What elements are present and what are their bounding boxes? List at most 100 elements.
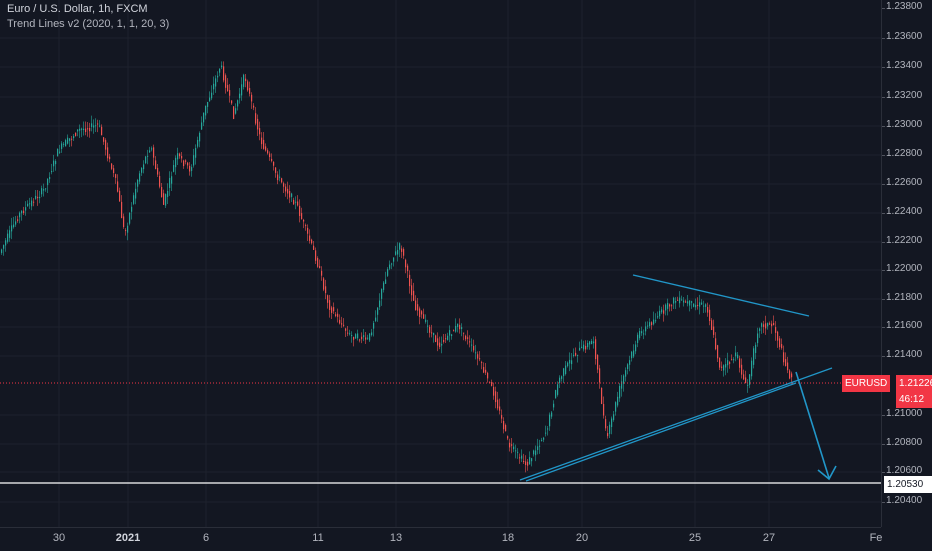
candle-body — [247, 81, 249, 91]
candle-body — [613, 414, 615, 420]
candle-body — [61, 143, 63, 149]
candle-body — [169, 177, 171, 188]
candle-body — [685, 301, 687, 303]
candle-body — [97, 123, 99, 125]
candle-body — [255, 113, 257, 124]
last-price-tag: 1.21226 — [896, 375, 932, 392]
candle-body — [37, 196, 39, 199]
time-axis[interactable]: 30 2021 6 11 13 18 20 25 27 Fe — [0, 527, 882, 551]
chart-area[interactable]: Euro / U.S. Dollar, 1h, FXCM Trend Lines… — [0, 0, 881, 527]
candle-body — [627, 364, 629, 370]
candle-body — [17, 219, 19, 221]
candle-body — [623, 375, 625, 384]
candle-body — [157, 167, 159, 175]
candle-body — [483, 367, 485, 373]
candle-body — [611, 418, 613, 428]
candle-body — [545, 432, 547, 434]
time-tick: 2021 — [115, 532, 141, 544]
candle-body — [393, 257, 395, 262]
candle-body — [187, 162, 189, 166]
candle-body — [51, 171, 53, 173]
candle-body — [49, 176, 51, 180]
candle-body — [417, 304, 419, 311]
candle-body — [741, 364, 743, 375]
candle-body — [537, 446, 539, 451]
candle-body — [329, 300, 331, 310]
candle-body — [739, 358, 741, 368]
candle-body — [439, 342, 441, 348]
candle-body — [669, 304, 671, 307]
candle-body — [747, 384, 749, 386]
candle-body — [789, 370, 791, 379]
chart-legend-title[interactable]: Euro / U.S. Dollar, 1h, FXCM — [7, 3, 148, 15]
candle-body — [543, 437, 545, 440]
candle-body — [781, 344, 783, 349]
candle-body — [415, 300, 417, 311]
candle-body — [195, 148, 197, 158]
candle-body — [355, 334, 357, 339]
candle-body — [303, 219, 305, 222]
candle-body — [69, 138, 71, 141]
candle-body — [323, 278, 325, 290]
candle-body — [257, 118, 259, 130]
candle-body — [399, 243, 401, 250]
candle-body — [73, 136, 75, 139]
price-tick: 1.20800 — [886, 437, 923, 448]
candle-body — [369, 333, 371, 341]
candle-body — [505, 425, 507, 432]
candle-body — [499, 406, 501, 411]
candle-body — [749, 374, 751, 385]
time-tick: 18 — [501, 532, 515, 544]
candles — [1, 61, 793, 473]
candle-body — [333, 307, 335, 312]
candle-body — [181, 155, 183, 159]
candle-body — [95, 125, 97, 127]
lower-trendline[interactable] — [519, 367, 833, 481]
candle-body — [707, 307, 709, 313]
candle-body — [733, 359, 735, 361]
candle-body — [201, 122, 203, 130]
candle-body — [579, 347, 581, 351]
candle-body — [709, 309, 711, 321]
candle-body — [261, 137, 263, 145]
candle-body — [735, 352, 737, 357]
candle-body — [259, 128, 261, 135]
candle-body — [655, 320, 657, 322]
candle-body — [575, 352, 577, 356]
candle-body — [513, 446, 515, 450]
candle-body — [239, 93, 241, 99]
candle-body — [567, 362, 569, 367]
candle-body — [57, 148, 59, 157]
candle-body — [451, 334, 453, 337]
candle-body — [191, 167, 193, 171]
candle-body — [717, 345, 719, 359]
candle-body — [101, 126, 103, 136]
lower-trendline-inner[interactable] — [525, 382, 797, 482]
candle-body — [7, 233, 9, 242]
candle-body — [127, 225, 129, 233]
upper-trendline[interactable] — [632, 274, 810, 317]
candle-body — [1, 249, 3, 253]
candle-body — [557, 384, 559, 395]
candle-body — [527, 461, 529, 466]
candle-body — [331, 307, 333, 313]
candle-body — [501, 415, 503, 419]
candle-body — [15, 221, 17, 225]
price-tick: 1.21000 — [886, 408, 923, 419]
candle-body — [365, 337, 367, 340]
price-axis[interactable]: 1.23800 1.23600 1.23400 1.23200 1.23000 … — [881, 0, 932, 527]
arrow-down-icon[interactable] — [795, 371, 837, 481]
candle-body — [769, 323, 771, 325]
candle-body — [147, 155, 149, 157]
candle-body — [421, 311, 423, 315]
candle-body — [407, 265, 409, 272]
chart-legend-indicator[interactable]: Trend Lines v2 (2020, 1, 1, 20, 3) — [7, 18, 170, 30]
price-tick: 1.23800 — [886, 1, 923, 12]
candle-body — [753, 348, 755, 365]
candle-body — [237, 100, 239, 107]
candle-body — [675, 301, 677, 303]
candlestick-chart[interactable] — [0, 0, 881, 527]
grid — [0, 0, 881, 527]
candle-body — [695, 304, 697, 308]
candle-body — [397, 249, 399, 255]
